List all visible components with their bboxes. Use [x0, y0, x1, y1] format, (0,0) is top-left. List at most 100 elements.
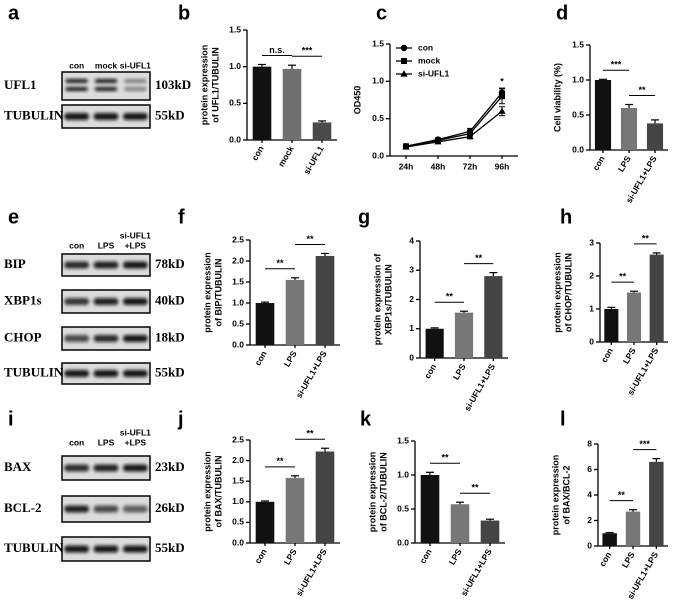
y-axis-label: of BCL-2/TUBULIN [378, 452, 388, 532]
marker [400, 70, 408, 77]
x-tick-label: con [252, 547, 268, 565]
blot-size: 78kD [155, 256, 185, 271]
blot-size: 40kD [155, 292, 185, 307]
y-tick-label: 1 [409, 323, 414, 333]
y-tick-label: 2.0 [232, 255, 244, 265]
y-tick-label: 1.0 [372, 76, 384, 86]
y-tick-label: 1.0 [397, 469, 409, 479]
significance-label: ** [441, 453, 449, 463]
panel-letter: e [8, 206, 19, 228]
y-axis-label: of BAX/TUBULIN [213, 456, 223, 528]
significance-label: ** [276, 258, 284, 268]
blot-band [93, 464, 119, 472]
significance-label: ** [475, 253, 483, 263]
panel-letter: j [177, 408, 184, 430]
x-tick-label: con [590, 154, 606, 172]
lane-label: LPS [98, 240, 115, 250]
blot-size: 23kD [155, 459, 185, 474]
y-tick-label: 0 [587, 540, 592, 550]
series-line [405, 92, 503, 147]
y-tick-label: 2.0 [232, 455, 244, 465]
y-axis-label: XBP1s/TUBULIN [383, 264, 393, 335]
significance-label: ** [306, 429, 314, 439]
y-tick-label: 1 [589, 303, 594, 313]
significance-label: ** [618, 490, 626, 500]
y-tick-label: 2 [589, 270, 594, 280]
y-tick-label: 1.0 [229, 61, 241, 71]
marker [402, 143, 410, 150]
legend-label: con [418, 42, 433, 52]
marker [434, 138, 442, 145]
marker [401, 58, 407, 64]
bar [285, 477, 305, 543]
y-tick-label: 1.5 [572, 39, 584, 49]
significance-label: *** [302, 46, 313, 56]
y-tick-label: 2.5 [232, 434, 244, 444]
y-tick-label: 1.0 [232, 297, 244, 307]
blot-band [64, 505, 89, 513]
panel-letter: i [8, 408, 14, 430]
bar [646, 123, 664, 150]
blot-size: 26kD [155, 500, 185, 515]
y-axis-label: OD450 [352, 86, 362, 115]
x-tick-label: mock [276, 144, 296, 168]
y-axis-label: protein expression [202, 252, 212, 333]
bar [625, 511, 641, 546]
blot-band [93, 261, 119, 269]
y-tick-label: 3 [409, 265, 414, 275]
lane-label: si-UFL1 [120, 230, 151, 240]
blot-size: 55kD [155, 540, 185, 555]
blot-label: TUBULIN [4, 540, 64, 555]
y-tick-label: 0.0 [229, 134, 241, 144]
blot-label: BIP [4, 256, 26, 271]
bar [285, 279, 305, 345]
blot-band [124, 87, 147, 91]
y-tick-label: 0.5 [372, 113, 384, 123]
bar [480, 520, 500, 543]
x-tick-label: 72h [463, 161, 478, 171]
y-tick-label: 0.0 [232, 537, 244, 547]
blot-band [123, 505, 148, 513]
marker [466, 132, 474, 140]
bar [312, 122, 332, 140]
blot-band [64, 335, 89, 342]
blot-band [123, 335, 148, 342]
bar [282, 68, 302, 140]
blot-size: 103kD [155, 77, 191, 92]
bar [602, 533, 617, 546]
y-axis-label: protein expression [550, 455, 560, 536]
lane-label: con [69, 60, 84, 70]
panel-letter: d [556, 2, 568, 24]
bar [626, 292, 642, 342]
bar [484, 276, 503, 358]
bar [454, 312, 474, 358]
y-tick-label: 0.0 [232, 339, 244, 349]
x-tick-label: LPS [282, 547, 299, 567]
blot-label: BCL-2 [4, 500, 42, 515]
x-tick-label: LPS [620, 550, 637, 570]
significance-label: ** [306, 234, 314, 244]
legend-label: si-UFL1 [418, 68, 449, 78]
y-tick-label: 0.5 [572, 109, 584, 119]
y-tick-label: 0 [409, 352, 414, 362]
bar [649, 254, 664, 342]
significance-label: ** [276, 456, 284, 466]
x-tick-label: con [422, 362, 438, 380]
significance-label: ** [471, 483, 479, 493]
panel-letter: g [358, 206, 370, 228]
legend-label: mock [418, 55, 440, 65]
blot-band [124, 79, 147, 83]
lane-label: si-UFL1 [120, 60, 151, 70]
y-tick-label: 2 [587, 515, 592, 525]
x-tick-label: con [599, 346, 615, 364]
blot-band [94, 87, 118, 91]
panel-letter: c [376, 2, 387, 24]
blot-membrane [61, 71, 151, 101]
blot-band [64, 545, 89, 553]
bar [255, 501, 275, 543]
bar [255, 303, 275, 345]
blot-band [123, 464, 148, 472]
y-tick-label: 0.5 [229, 98, 241, 108]
y-axis-label: of BIP/TUBULIN [213, 259, 223, 327]
blot-band [123, 545, 148, 553]
